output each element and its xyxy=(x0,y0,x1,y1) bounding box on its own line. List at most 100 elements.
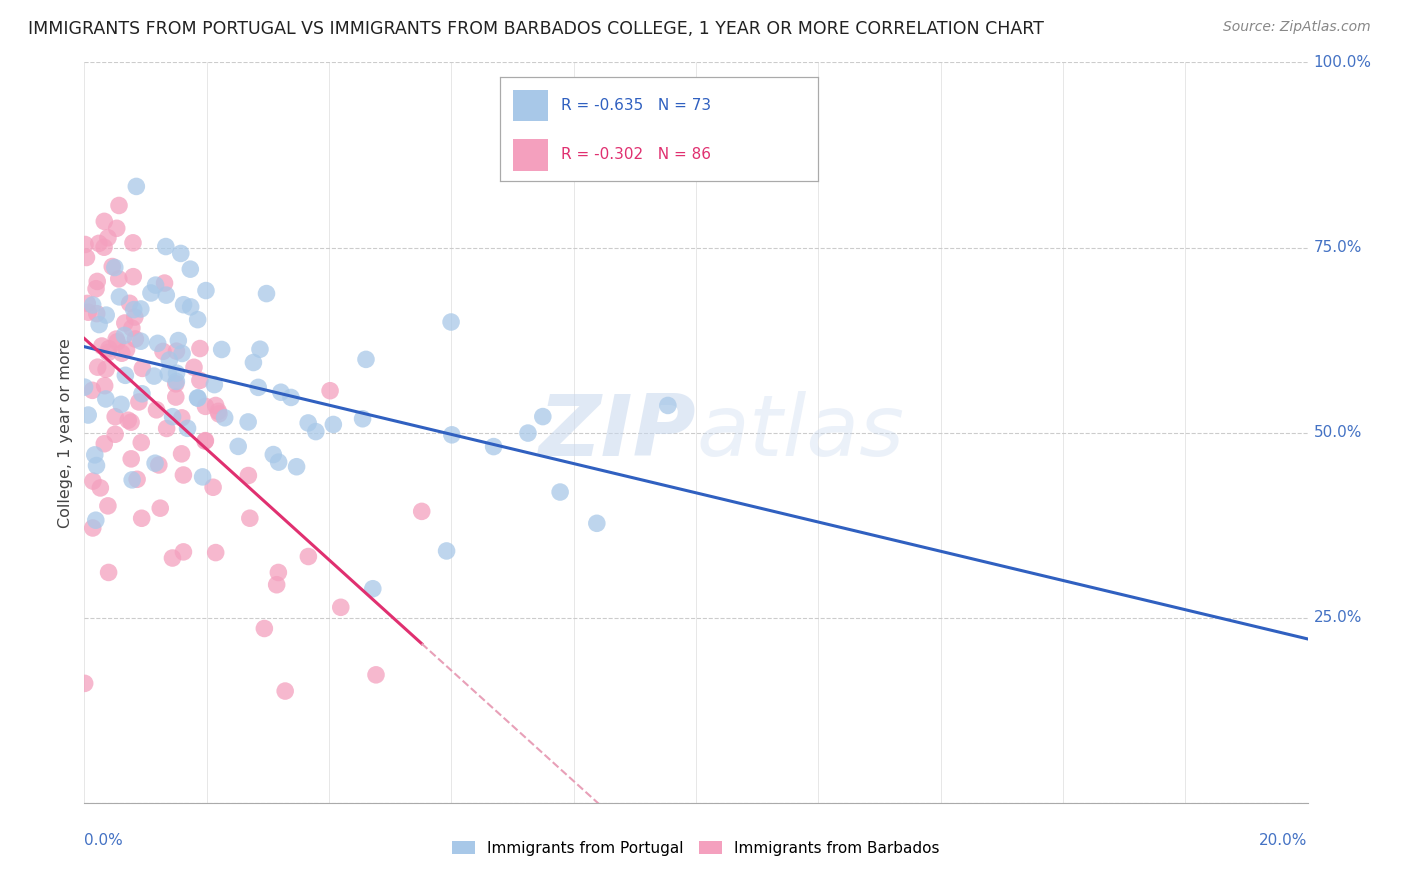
Text: 100.0%: 100.0% xyxy=(1313,55,1372,70)
Point xyxy=(319,384,342,398)
Point xyxy=(179,262,201,277)
Point xyxy=(236,415,259,429)
Point xyxy=(139,285,162,300)
Point xyxy=(146,336,169,351)
Point xyxy=(297,549,319,564)
Point xyxy=(143,369,166,384)
Point xyxy=(191,470,214,484)
Y-axis label: College, 1 year or more: College, 1 year or more xyxy=(58,338,73,527)
Point xyxy=(77,305,100,319)
Legend: Immigrants from Portugal, Immigrants from Barbados: Immigrants from Portugal, Immigrants fro… xyxy=(446,835,946,862)
Point xyxy=(82,298,104,312)
Point xyxy=(117,413,139,427)
Point xyxy=(131,386,153,401)
Point xyxy=(73,380,96,394)
Point xyxy=(162,409,184,424)
Point xyxy=(153,276,176,290)
Text: 75.0%: 75.0% xyxy=(1313,240,1362,255)
Point xyxy=(97,499,120,513)
Point xyxy=(104,409,127,424)
Point xyxy=(84,513,107,527)
Point xyxy=(86,307,108,321)
Point xyxy=(548,485,571,500)
Point xyxy=(194,434,217,448)
Point xyxy=(156,421,179,435)
Point xyxy=(148,458,170,472)
Point xyxy=(107,272,129,286)
Point xyxy=(82,521,104,535)
Point xyxy=(108,290,131,304)
Point xyxy=(585,516,607,531)
Point xyxy=(129,301,152,316)
Point xyxy=(211,343,233,357)
Point xyxy=(354,352,377,367)
Point xyxy=(170,246,193,260)
Point xyxy=(97,342,120,356)
Point xyxy=(73,237,96,252)
Point xyxy=(101,260,124,274)
Point xyxy=(172,468,194,483)
Point xyxy=(125,179,148,194)
Point xyxy=(165,376,187,391)
Point xyxy=(194,400,217,414)
Point xyxy=(89,481,111,495)
Point xyxy=(114,368,136,383)
Point xyxy=(167,334,190,348)
Point xyxy=(104,260,127,275)
Point xyxy=(120,415,142,429)
Point xyxy=(176,421,198,435)
Point xyxy=(77,408,100,422)
Point xyxy=(204,545,226,559)
Point xyxy=(143,456,166,470)
Point xyxy=(285,459,308,474)
Point xyxy=(84,282,107,296)
Point xyxy=(111,346,134,360)
Point xyxy=(208,407,231,421)
Point xyxy=(152,344,174,359)
Point xyxy=(129,435,152,450)
Point xyxy=(162,551,184,566)
Point xyxy=(94,392,117,406)
Point xyxy=(242,355,264,369)
Point xyxy=(194,284,217,298)
Point xyxy=(121,473,143,487)
Point xyxy=(97,566,120,580)
Point xyxy=(165,375,187,389)
Point xyxy=(274,684,297,698)
Point xyxy=(188,373,211,387)
Point xyxy=(157,367,180,381)
Point xyxy=(131,511,153,525)
Point xyxy=(87,236,110,251)
Point xyxy=(202,480,225,494)
Point xyxy=(170,410,193,425)
Point xyxy=(305,425,328,439)
Point xyxy=(226,439,249,453)
Point xyxy=(238,468,260,483)
Point xyxy=(93,240,115,254)
Point xyxy=(517,426,540,441)
Point xyxy=(166,366,188,380)
Point xyxy=(531,409,554,424)
Point xyxy=(118,296,141,310)
Point xyxy=(120,451,142,466)
Text: Source: ZipAtlas.com: Source: ZipAtlas.com xyxy=(1223,20,1371,34)
Point xyxy=(280,391,302,405)
Point xyxy=(214,410,236,425)
Point xyxy=(86,360,108,375)
Point xyxy=(105,221,128,235)
Point xyxy=(131,361,153,376)
Point xyxy=(267,566,290,580)
Point xyxy=(364,668,387,682)
Point xyxy=(127,472,149,486)
Point xyxy=(361,582,384,596)
Point xyxy=(267,455,290,469)
Text: 25.0%: 25.0% xyxy=(1313,610,1362,625)
Point xyxy=(180,300,202,314)
Point xyxy=(270,385,292,400)
Point xyxy=(110,397,132,411)
Point xyxy=(76,296,98,310)
Point xyxy=(411,504,433,518)
Text: IMMIGRANTS FROM PORTUGAL VS IMMIGRANTS FROM BARBADOS COLLEGE, 1 YEAR OR MORE COR: IMMIGRANTS FROM PORTUGAL VS IMMIGRANTS F… xyxy=(28,20,1045,37)
Point xyxy=(89,318,111,332)
Point xyxy=(440,427,463,442)
